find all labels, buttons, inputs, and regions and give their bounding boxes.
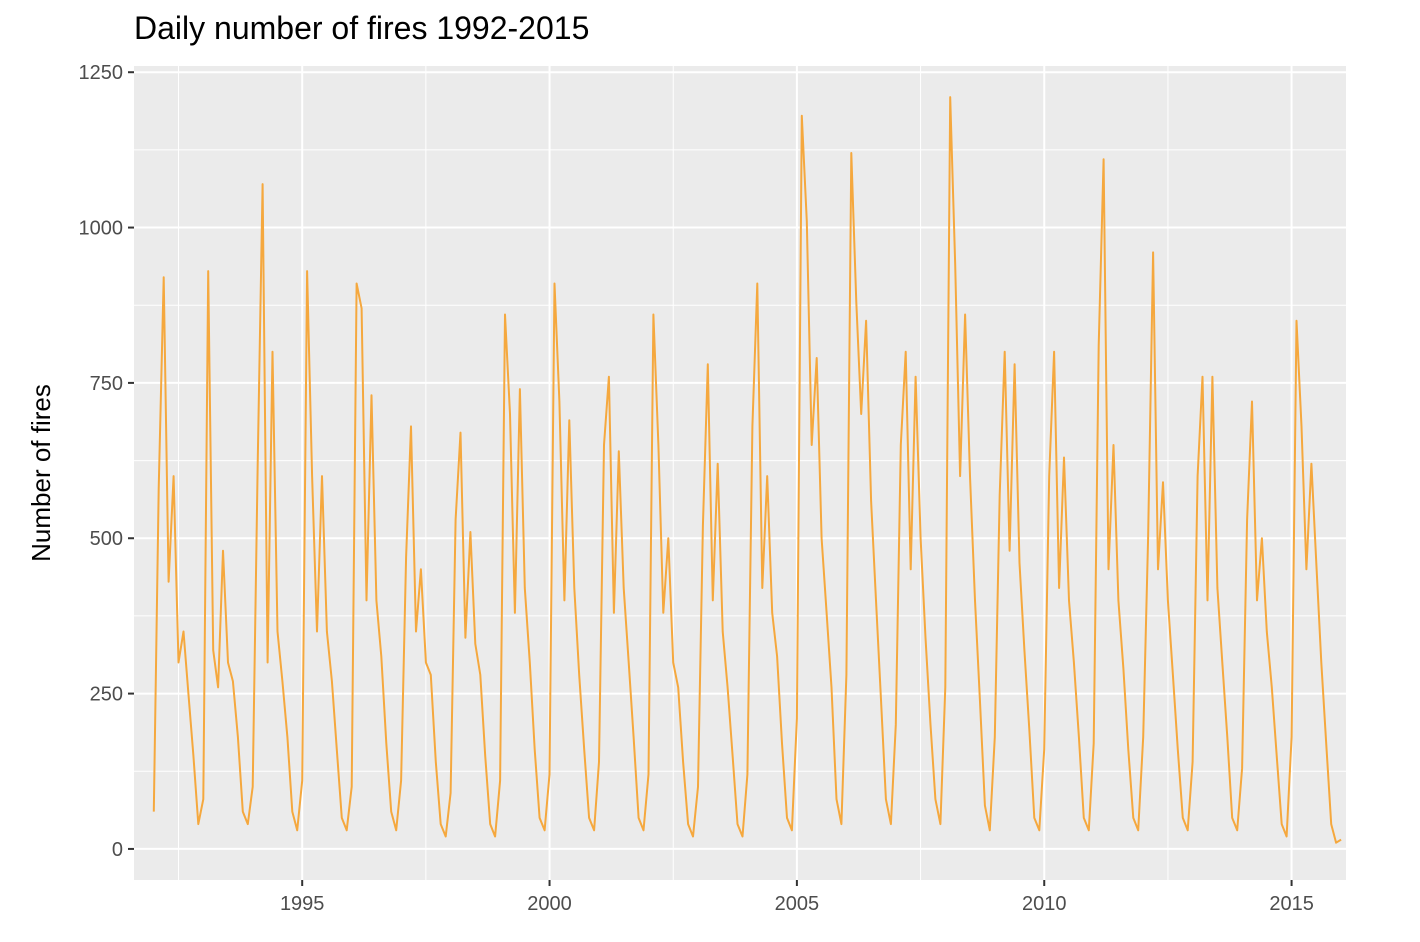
plot-panel — [134, 66, 1346, 880]
series-layer — [152, 96, 1342, 844]
x-tick-label: 1995 — [280, 893, 325, 915]
y-tick-label: 1250 — [79, 62, 124, 84]
x-tick-label: 2000 — [527, 893, 572, 915]
x-tick-label: 2005 — [775, 893, 820, 915]
x-tick-label: 2010 — [1022, 893, 1067, 915]
chart-title: Daily number of fires 1992-2015 — [134, 10, 590, 46]
y-tick-label: 500 — [90, 528, 123, 550]
axis-ticks — [128, 71, 1293, 886]
axis-tick-labels: 0 250 500 750 1000 1250 1995 2000 2005 2010 2015 — [79, 62, 1314, 915]
series-line — [152, 96, 1342, 844]
y-tick-label: 1000 — [79, 218, 124, 240]
y-tick-label: 0 — [112, 839, 123, 861]
y-axis-title: Number of fires — [26, 384, 56, 562]
x-tick-label: 2015 — [1269, 893, 1314, 915]
y-tick-label: 250 — [90, 684, 123, 706]
y-tick-label: 750 — [90, 373, 123, 395]
grid-minor-lines — [134, 66, 1346, 880]
